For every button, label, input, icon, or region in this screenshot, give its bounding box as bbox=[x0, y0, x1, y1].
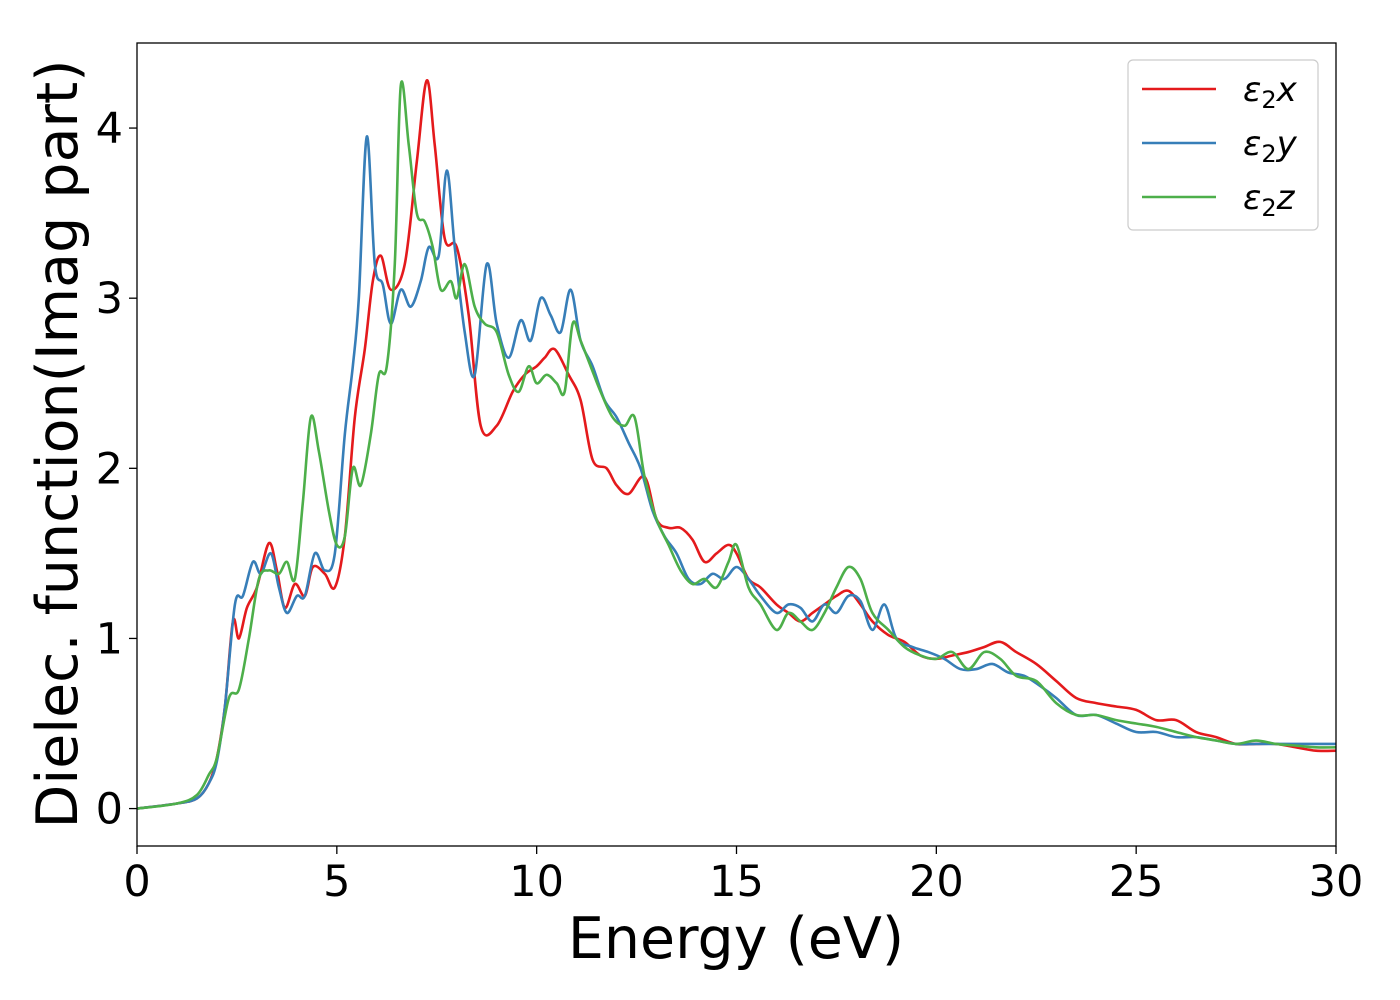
x-tick-label: 30 bbox=[1309, 857, 1364, 907]
x-tick-label: 5 bbox=[323, 857, 350, 907]
tick-layer: 0 5 10 15 20 25 30 0 1 2 3 4 bbox=[96, 104, 1364, 907]
legend-frame bbox=[1127, 59, 1319, 231]
x-tick-label: 0 bbox=[123, 857, 150, 907]
x-tick-label: 10 bbox=[509, 857, 564, 907]
y-tick-label: 1 bbox=[96, 614, 123, 664]
legend-label-y: ε2y bbox=[1243, 124, 1298, 168]
legend-label-x: ε2x bbox=[1243, 70, 1298, 114]
legend-label-z: ε2z bbox=[1243, 178, 1296, 222]
legend: ε2x ε2y ε2z bbox=[1127, 59, 1319, 231]
series-line-z bbox=[137, 80, 1336, 810]
x-tick-label: 15 bbox=[709, 857, 764, 907]
x-tick-label: 25 bbox=[1109, 857, 1164, 907]
legend-entries: ε2x ε2y ε2z bbox=[1142, 70, 1298, 222]
y-tick-label: 0 bbox=[96, 785, 123, 835]
series-layer bbox=[137, 79, 1336, 810]
y-axis-label: Dielec. function(Imag part) bbox=[25, 59, 91, 828]
y-tick-label: 2 bbox=[96, 444, 123, 494]
y-tick-label: 4 bbox=[96, 104, 123, 154]
y-tick-label: 3 bbox=[96, 274, 123, 324]
x-axis-label: Energy (eV) bbox=[568, 906, 904, 972]
x-tick-label: 20 bbox=[909, 857, 964, 907]
